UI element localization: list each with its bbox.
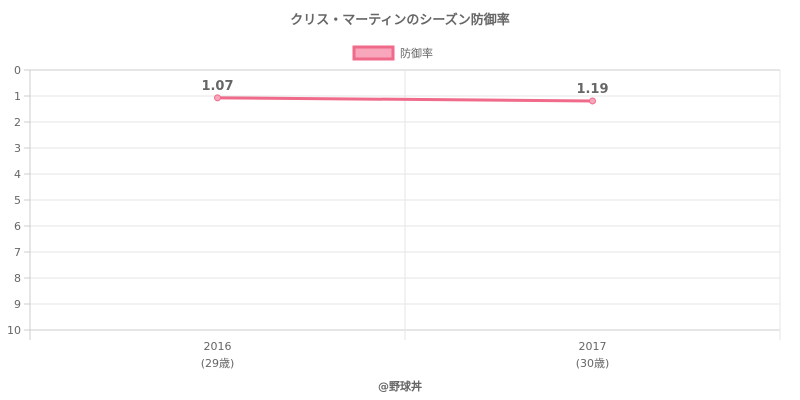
data-point[interactable] bbox=[589, 97, 596, 105]
y-tick-label: 9 bbox=[14, 298, 21, 311]
x-axis: 2016 (29歳) 2017 (30歳) bbox=[201, 340, 610, 370]
series-layer: 1.07 1.19 bbox=[201, 79, 609, 105]
y-tick-label: 1 bbox=[14, 90, 21, 103]
x-tick-sublabel: (30歳) bbox=[576, 357, 610, 370]
y-tick-label: 2 bbox=[14, 116, 21, 129]
y-tick-label: 0 bbox=[14, 64, 21, 77]
x-tick-label: 2016 bbox=[204, 340, 232, 353]
y-tick-label: 6 bbox=[14, 220, 21, 233]
legend-label: 防御率 bbox=[400, 46, 433, 60]
y-tick-label: 8 bbox=[14, 272, 21, 285]
series-line bbox=[217, 96, 593, 103]
y-tick-label: 3 bbox=[14, 142, 21, 155]
y-tick-label: 5 bbox=[14, 194, 21, 207]
y-axis: 0 1 2 3 4 5 6 7 8 9 10 bbox=[7, 64, 21, 337]
legend[interactable]: 防御率 bbox=[352, 45, 433, 61]
legend-swatch bbox=[352, 45, 395, 61]
data-label: 1.07 bbox=[201, 79, 233, 94]
chart-title: クリス・マーティンのシーズン防御率 bbox=[290, 12, 510, 28]
x-tick-sublabel: (29歳) bbox=[201, 357, 235, 370]
grid bbox=[24, 69, 781, 340]
y-tick-label: 7 bbox=[14, 246, 21, 259]
y-tick-label: 10 bbox=[7, 324, 21, 337]
data-label: 1.19 bbox=[576, 82, 608, 97]
credit-label: @野球丼 bbox=[378, 379, 422, 393]
y-tick-label: 4 bbox=[14, 168, 21, 181]
x-tick-label: 2017 bbox=[579, 340, 607, 353]
data-point[interactable] bbox=[214, 94, 221, 102]
